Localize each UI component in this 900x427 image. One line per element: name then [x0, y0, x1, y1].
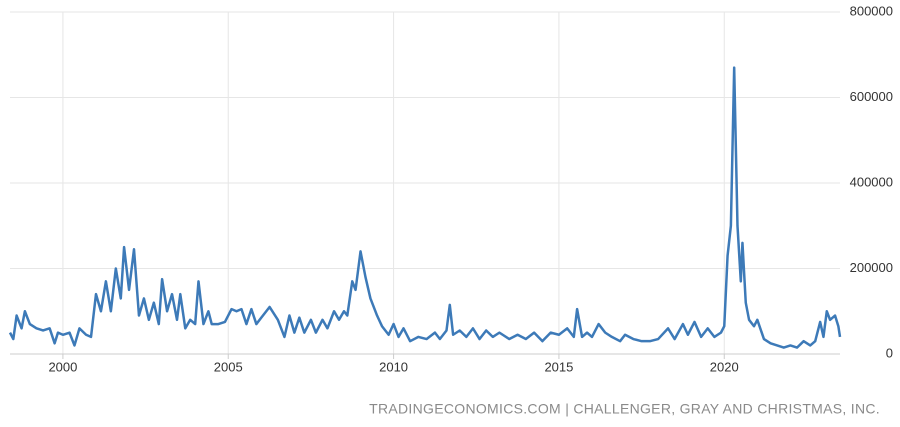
- x-tick-label: 2015: [544, 359, 573, 374]
- data-line: [8, 66, 842, 349]
- x-tick-label: 2000: [48, 359, 77, 374]
- x-tick-label: 2010: [379, 359, 408, 374]
- x-tick-label: 2020: [710, 359, 739, 374]
- y-tick-label: 600000: [850, 89, 893, 104]
- source: TRADINGECONOMICS.COM | CHALLENGER, GRAY …: [369, 401, 880, 417]
- y-tick-label: 0: [886, 345, 893, 360]
- y-tick-label: 200000: [850, 260, 893, 275]
- y-tick-label: 800000: [850, 3, 893, 18]
- y-tick-label: 400000: [850, 174, 893, 189]
- x-tick-label: 2005: [214, 359, 243, 374]
